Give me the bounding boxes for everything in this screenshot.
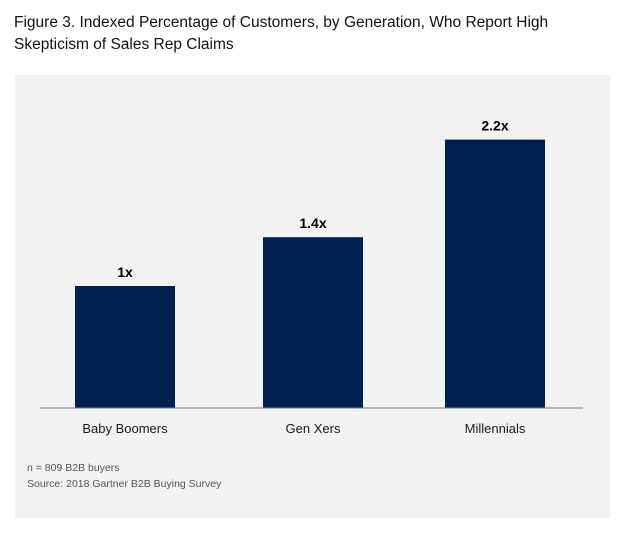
bar-gen-xers (263, 237, 363, 408)
data-label: 1x (117, 264, 133, 280)
labels-layer: 1x Baby Boomers 1.4x Gen Xers 2.2x Millennial… (82, 118, 525, 436)
source-note: Source: 2018 Gartner B2B Buying Survey (27, 478, 222, 490)
x-tick-label: Gen Xers (286, 421, 341, 436)
bar-baby-boomers (75, 286, 175, 408)
bars-layer (75, 139, 545, 408)
chart-title: Figure 3. Indexed Percentage of Customer… (14, 14, 549, 53)
x-tick-label: Baby Boomers (82, 421, 168, 436)
chart-panel: 1x Baby Boomers 1.4x Gen Xers 2.2x Millennial… (15, 75, 610, 518)
footnotes: n = 809 B2B buyers Source: 2018 Gartner … (27, 460, 221, 492)
data-label: 2.2x (481, 118, 508, 134)
x-tick-label: Millennials (465, 421, 526, 436)
bar-chart: 1x Baby Boomers 1.4x Gen Xers 2.2x Millennial… (40, 118, 583, 436)
data-label: 1.4x (299, 215, 326, 231)
sample-size-note: n = 809 B2B buyers (27, 462, 120, 474)
bar-millennials (445, 139, 545, 408)
